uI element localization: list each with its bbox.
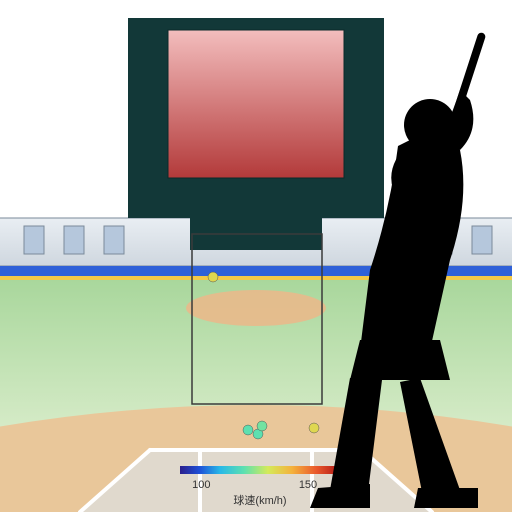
bleacher-entrance [472,226,492,254]
pitch-marker [257,421,267,431]
colorbar-tick: 150 [299,479,317,491]
pitch-marker [309,423,319,433]
colorbar [180,466,340,474]
colorbar-label: 球速(km/h) [233,493,286,507]
pitch-marker [243,425,253,435]
pitch-marker [208,272,218,282]
bleacher-entrance [64,226,84,254]
scoreboard-screen [168,30,344,178]
bleacher-entrance [24,226,44,254]
pitch-location-chart: 100 150 球速(km/h) [0,0,512,512]
chart-svg: 100 150 球速(km/h) [0,0,512,512]
colorbar-tick: 100 [192,479,210,491]
warning-track [186,290,326,326]
bleacher-entrance [104,226,124,254]
